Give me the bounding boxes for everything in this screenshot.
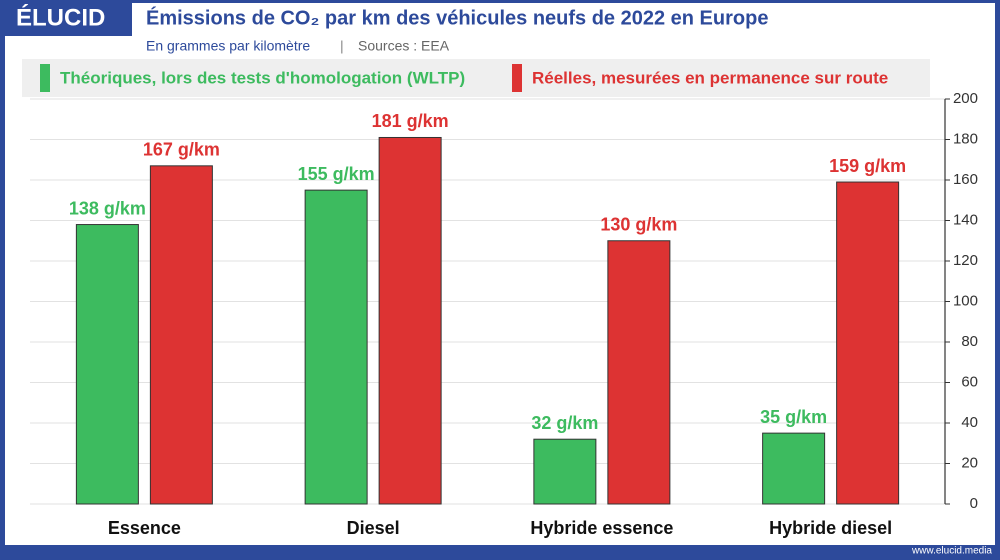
value-label: 159 g/km (829, 156, 906, 176)
x-tick-label: Diesel (347, 518, 400, 538)
value-label: 138 g/km (69, 198, 146, 218)
bar (75, 224, 139, 505)
legend-background (22, 59, 930, 97)
y-tick-label: 120 (953, 252, 978, 269)
y-tick-label: 100 (953, 292, 978, 309)
x-tick-label: Hybride diesel (769, 518, 892, 538)
title-box (132, 3, 995, 36)
brand: ÉLUCID (16, 3, 105, 31)
chart-title: Émissions de CO₂ par km des véhicules ne… (146, 6, 768, 29)
legend-label: Réelles, mesurées en permanence sur rout… (532, 68, 888, 87)
bar (533, 438, 597, 505)
value-label: 181 g/km (372, 111, 449, 131)
y-tick-label: 80 (961, 333, 978, 350)
y-tick-label: 140 (953, 211, 978, 228)
value-label: 155 g/km (298, 164, 375, 184)
source: Sources : EEA (358, 38, 450, 54)
y-tick-label: 0 (970, 495, 978, 512)
bar (149, 165, 213, 505)
bar (607, 240, 671, 505)
bar (378, 136, 442, 505)
y-tick-label: 200 (953, 90, 978, 107)
x-tick-label: Hybride essence (530, 518, 673, 538)
y-tick-label: 180 (953, 130, 978, 147)
subtitle: En grammes par kilomètre (146, 38, 310, 54)
legend-swatch (512, 64, 522, 92)
value-label: 32 g/km (531, 413, 598, 433)
value-label: 130 g/km (600, 215, 677, 235)
bar (762, 432, 826, 505)
legend-swatch (40, 64, 50, 92)
y-tick-label: 40 (961, 414, 978, 431)
x-tick-label: Essence (108, 518, 181, 538)
bar (836, 181, 900, 505)
bar (304, 189, 368, 505)
value-label: 35 g/km (760, 407, 827, 427)
footer: www.elucid.media (911, 546, 992, 557)
y-tick-label: 60 (961, 373, 978, 390)
y-tick-label: 20 (961, 454, 978, 471)
y-tick-label: 160 (953, 171, 978, 188)
value-label: 167 g/km (143, 140, 220, 160)
separator: | (340, 38, 344, 54)
legend-label: Théoriques, lors des tests d'homologatio… (60, 68, 465, 87)
